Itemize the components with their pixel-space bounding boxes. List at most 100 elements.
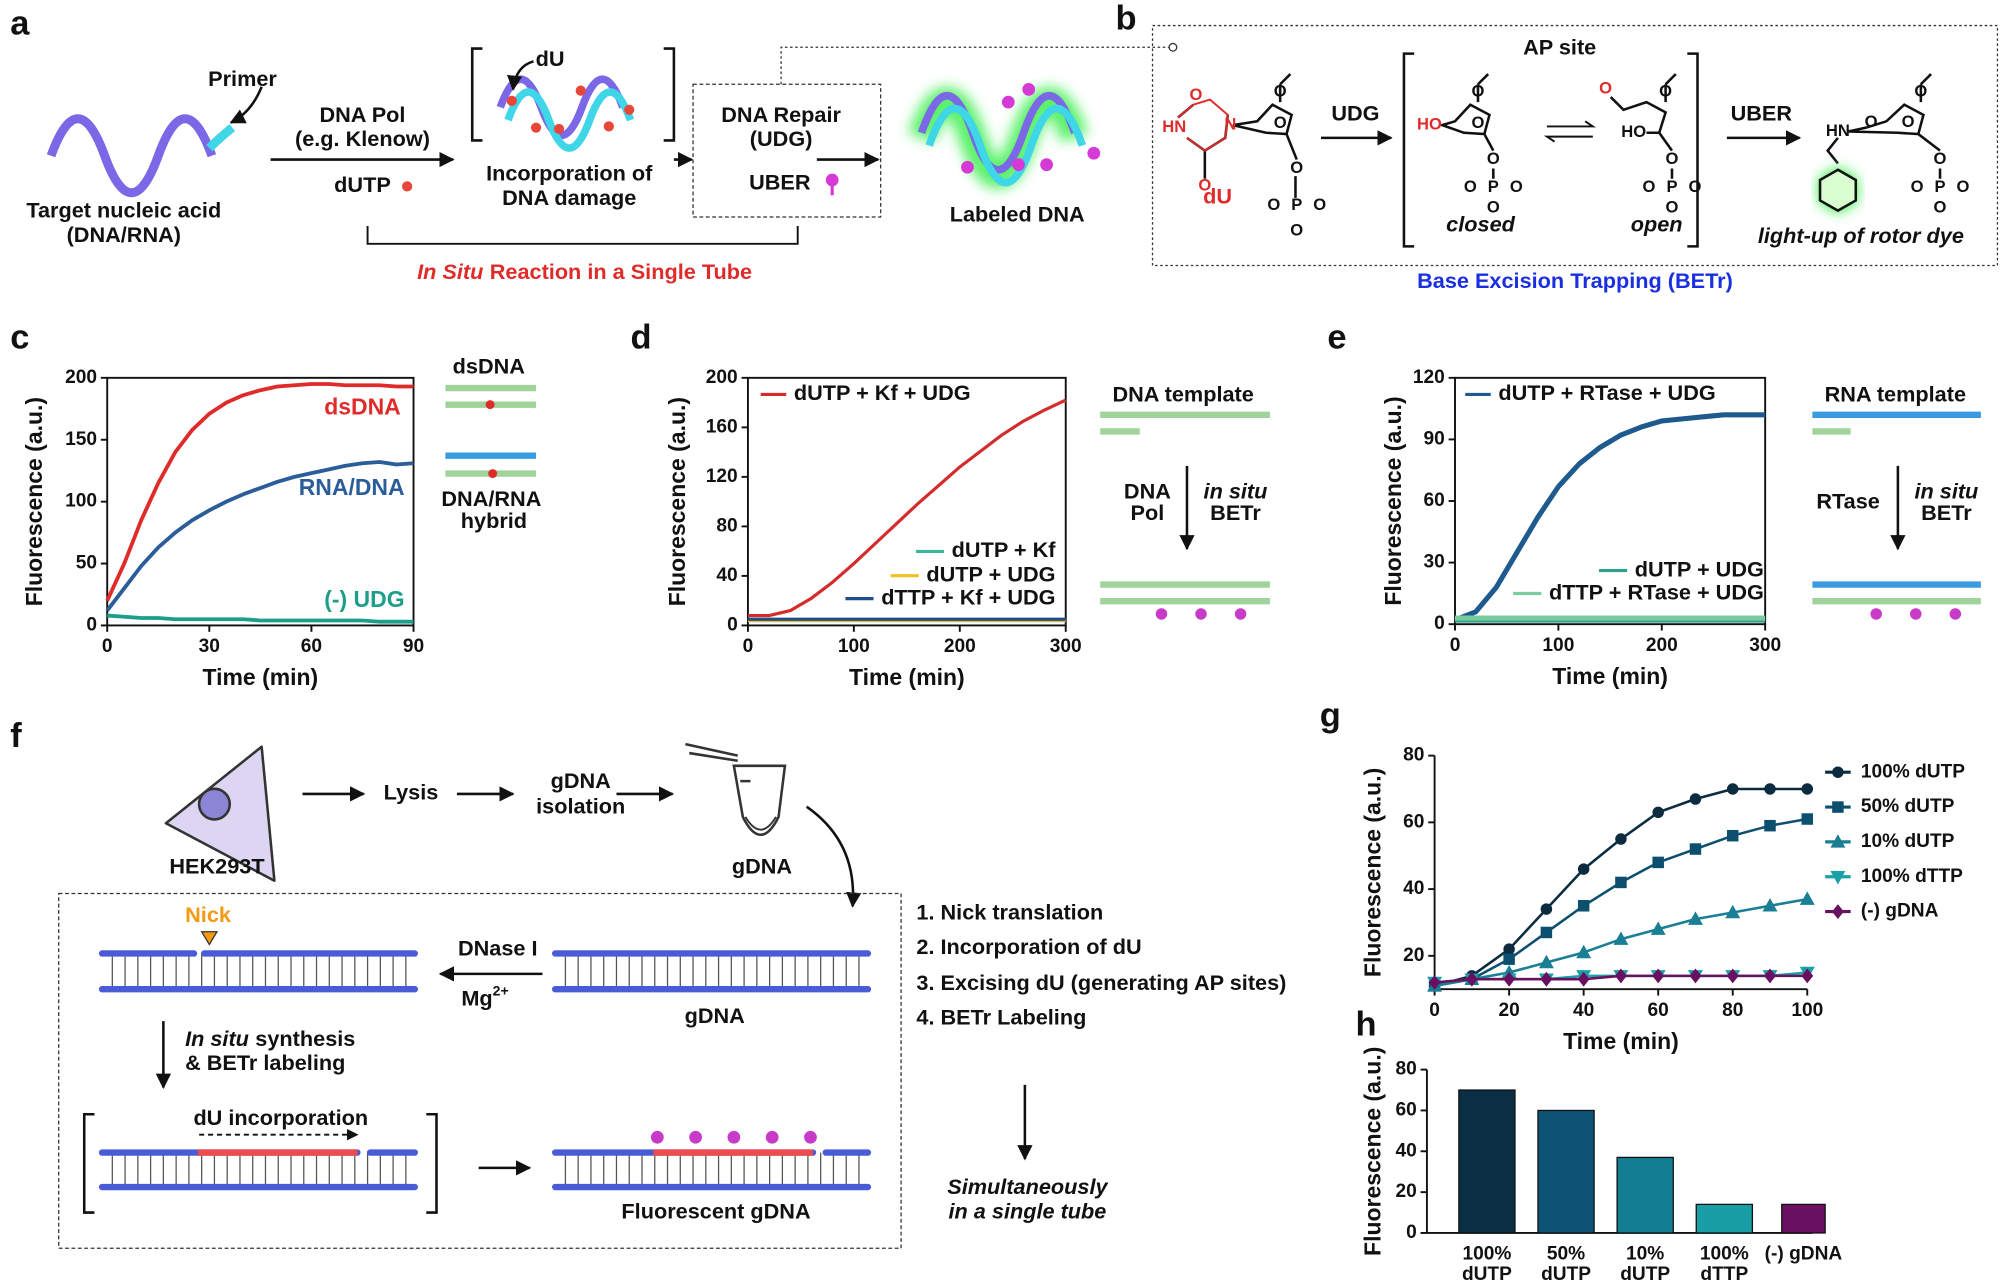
atom: O xyxy=(1934,149,1947,168)
y-tick-label: 20 xyxy=(1403,945,1424,966)
atom: O xyxy=(1957,177,1970,196)
connector-end xyxy=(1168,42,1178,52)
label: gDNA xyxy=(685,1003,746,1028)
atom: HN xyxy=(1826,121,1850,140)
marker xyxy=(1764,968,1776,984)
y-tick-label: 100 xyxy=(65,491,97,512)
label: open xyxy=(1631,212,1683,237)
atom: O xyxy=(1902,112,1915,131)
x-tick-label: 300 xyxy=(1749,635,1781,656)
y-tick-label: 50 xyxy=(76,553,97,574)
legend-label: dUTP + UDG xyxy=(926,561,1055,586)
x-tick-label: 100 xyxy=(1542,635,1574,656)
label: BETr xyxy=(1921,500,1972,525)
marker xyxy=(1538,954,1554,969)
label: hybrid xyxy=(461,508,527,533)
marker xyxy=(1540,971,1553,987)
label-part: 2+ xyxy=(493,982,509,998)
panel-letter: b xyxy=(1116,0,1137,38)
target-strand xyxy=(46,114,217,198)
atom: O xyxy=(1643,177,1656,196)
marker xyxy=(1764,819,1776,832)
x-tick-label: 100% xyxy=(1462,1244,1511,1265)
equilibrium xyxy=(1543,120,1597,143)
y-tick-label: 60 xyxy=(1424,490,1445,511)
bar xyxy=(1537,1109,1595,1234)
atom: O xyxy=(1911,177,1924,196)
label: dU xyxy=(536,46,565,71)
strand xyxy=(917,92,1079,174)
label-part: synthesis xyxy=(255,1026,355,1051)
label: gDNA xyxy=(551,768,612,793)
panel-letter: d xyxy=(631,319,652,357)
caption-part: Reaction in a Single Tube xyxy=(490,259,752,284)
bar xyxy=(1695,1203,1754,1234)
x-tick-label: 80 xyxy=(1722,1000,1743,1021)
label: BETr xyxy=(1210,500,1261,525)
legend-label: 100% dUTP xyxy=(1861,761,1965,782)
marker xyxy=(1762,898,1778,912)
atom: P xyxy=(1666,177,1677,196)
y-tick-label: 80 xyxy=(1403,745,1424,766)
label: dU xyxy=(1203,184,1232,209)
label: UBER xyxy=(749,170,811,195)
label: RNA template xyxy=(1825,381,1966,406)
atom: O xyxy=(1689,177,1702,196)
y-tick-label: 120 xyxy=(1413,367,1445,388)
atom: O xyxy=(1865,112,1878,131)
panel-e-side: RNA template RTase in situ BETr xyxy=(1812,381,1981,620)
label: isolation xyxy=(536,794,625,819)
plot-frame xyxy=(746,376,1067,627)
marker xyxy=(1615,833,1627,845)
label: dU incorporation xyxy=(193,1105,368,1130)
atom: O xyxy=(1290,158,1303,177)
panel-d-side: DNA template DNA Pol in situ BETr xyxy=(1100,381,1270,620)
legend-label: dTTP + RTase + UDG xyxy=(1549,579,1764,604)
atom: N xyxy=(1224,114,1236,133)
atom: P xyxy=(1488,177,1499,196)
marker xyxy=(1615,876,1627,889)
atom: O xyxy=(1487,149,1500,168)
x-tick-label: 0 xyxy=(102,636,113,657)
y-tick-label: 60 xyxy=(1395,1100,1416,1121)
label: Fluorescent gDNA xyxy=(621,1198,811,1223)
brackets xyxy=(1402,52,1699,248)
x-tick-label: dUTP xyxy=(1620,1264,1670,1281)
y-tick-label: 80 xyxy=(1395,1059,1416,1080)
legend-label: 100% dTTP xyxy=(1861,866,1963,887)
x-axis-label: Time (min) xyxy=(1552,663,1668,689)
atom: O xyxy=(1290,220,1303,239)
marker xyxy=(1689,793,1702,805)
label: DNA template xyxy=(1112,381,1253,406)
panel-letters: a b c d e f g h xyxy=(10,0,1376,1043)
series-line xyxy=(107,613,414,624)
atom: HO xyxy=(1417,114,1442,133)
bar xyxy=(1781,1203,1826,1234)
atom: O xyxy=(1472,113,1485,132)
marker xyxy=(1832,801,1844,813)
tube-box xyxy=(58,892,902,1249)
atom: O xyxy=(1934,197,1947,216)
dye-dot xyxy=(727,1130,741,1144)
marker xyxy=(1652,806,1664,819)
marker xyxy=(1689,843,1702,855)
dye-dot xyxy=(765,1130,779,1144)
label: closed xyxy=(1446,212,1515,237)
marker xyxy=(1577,863,1590,875)
marker xyxy=(1832,766,1844,778)
single-tube-bracket xyxy=(366,225,799,245)
atom: O xyxy=(1274,81,1287,100)
x-tick-label: 100 xyxy=(1791,1000,1823,1021)
rotor-dye xyxy=(1818,168,1858,213)
step: 1. Nick translation xyxy=(916,900,1103,925)
marker xyxy=(1652,968,1665,984)
y-tick-label: 80 xyxy=(716,515,737,536)
y-tick-label: 160 xyxy=(706,416,738,437)
marker xyxy=(1465,971,1478,987)
atom: O xyxy=(1274,113,1287,132)
label: in situ xyxy=(1204,478,1268,503)
uracil-ring xyxy=(1177,98,1229,152)
panel-a: Primer Target nucleic acid (DNA/RNA) DNA… xyxy=(26,42,1178,284)
legend-label: dTTP + Kf + UDG xyxy=(881,584,1055,609)
atom: O xyxy=(1464,177,1477,196)
